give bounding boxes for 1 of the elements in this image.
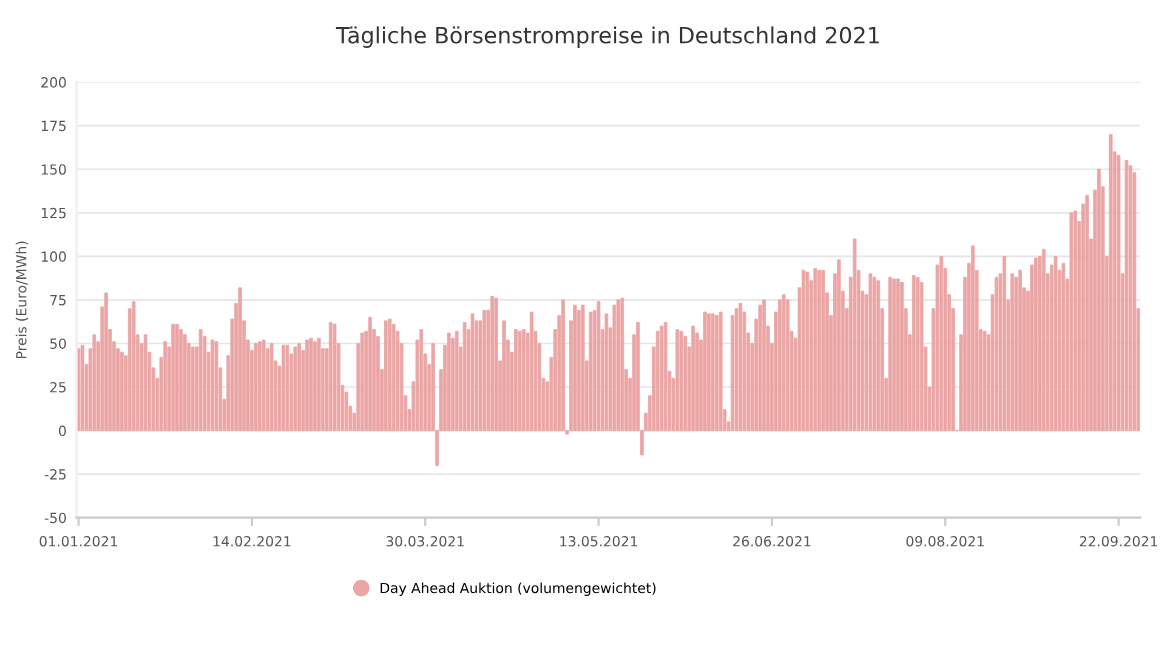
chart-title: Tägliche Börsenstrompreise in Deutschland 2021 xyxy=(335,26,879,48)
